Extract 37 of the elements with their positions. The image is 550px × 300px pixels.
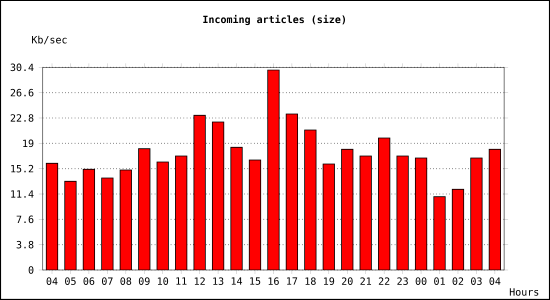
x-tick-label: 15 — [250, 277, 260, 285]
x-tick-label: 04 — [490, 277, 500, 285]
x-tick-label: 17 — [287, 277, 298, 285]
x-tick-label: 22 — [378, 277, 390, 285]
y-tick-label: 3.8 — [16, 240, 34, 248]
x-tick-label: 14 — [232, 277, 242, 285]
x-tick-label: 10 — [158, 277, 168, 285]
y-tick-label: 0 — [28, 266, 34, 274]
x-tick-label: 01 — [434, 277, 445, 285]
y-axis-title: Kb/sec — [32, 36, 67, 44]
x-tick-label: 00 — [416, 277, 426, 285]
y-tick-label: 7.6 — [16, 216, 34, 224]
x-tick-label: 09 — [138, 277, 150, 285]
x-tick-label: 04 — [46, 277, 58, 285]
y-tick-label: 22.8 — [10, 114, 34, 122]
x-tick-label: 06 — [84, 277, 94, 285]
x-tick-label: 16 — [268, 277, 279, 285]
x-tick-label: 12 — [194, 277, 205, 285]
x-tick-label: 19 — [324, 277, 334, 285]
x-tick-label: 13 — [213, 277, 224, 285]
x-tick-label: 23 — [397, 277, 408, 285]
x-tick-label: 08 — [120, 277, 132, 285]
x-tick-label: 02 — [452, 277, 464, 285]
x-tick-label: 11 — [176, 277, 187, 285]
x-tick-label: 18 — [306, 277, 316, 285]
x-tick-label: 21 — [360, 277, 372, 285]
y-tick-label: 15.2 — [11, 164, 34, 172]
x-tick-label: 03 — [471, 277, 482, 285]
y-tick-label: 19 — [23, 140, 34, 148]
chart-title: Incoming articles (size) — [203, 14, 346, 26]
x-tick-label: 20 — [342, 277, 353, 285]
x-tick-label: 05 — [65, 277, 76, 285]
y-tick-label: 11.4 — [11, 190, 34, 198]
x-tick-label: 07 — [102, 277, 113, 285]
y-tick-label: 26.6 — [10, 88, 34, 96]
y-tick-label: 30.4 — [10, 64, 34, 72]
x-axis-title: Hours — [510, 288, 538, 296]
